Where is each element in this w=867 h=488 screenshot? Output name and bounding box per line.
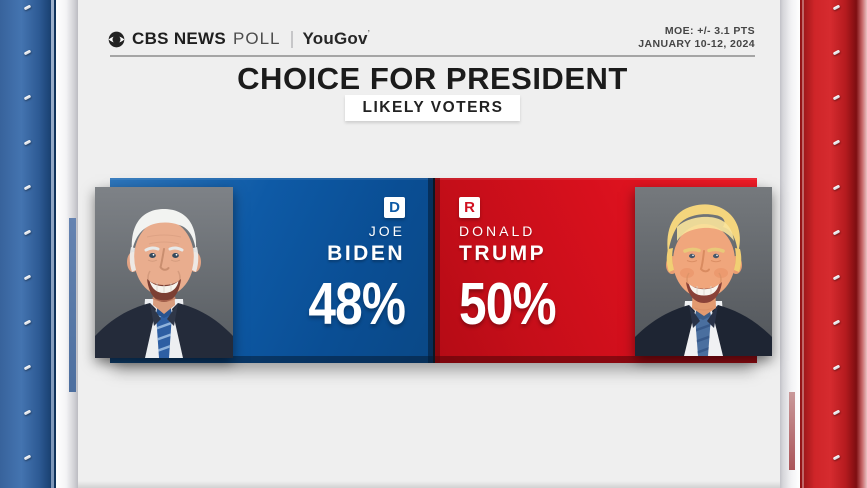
dem-candidate-block: D JOE BIDEN 48%	[290, 197, 406, 337]
candidate-first-name: JOE	[368, 223, 405, 239]
screw-icon	[832, 274, 841, 281]
moe-line: MOE: +/- 3.1 PTS	[664, 25, 755, 37]
screw-icon	[832, 229, 841, 236]
candidate-first-name: DONALD	[459, 223, 536, 239]
candidate-last-name: TRUMP	[459, 242, 547, 265]
header-logo-row: CBS NEWS POLL YouGov’	[108, 29, 370, 49]
screw-icon	[23, 409, 32, 416]
screw-icon	[23, 184, 32, 191]
screw-icon	[832, 454, 841, 461]
poll-wordmark: POLL	[233, 29, 281, 48]
rep-panel: R DONALD TRUMP 50%	[435, 178, 772, 363]
left-pillar-decor	[0, 0, 56, 488]
rep-candidate-block: R DONALD TRUMP 50%	[459, 197, 574, 337]
screw-icon	[832, 409, 841, 416]
date-line: JANUARY 10-12, 2024	[638, 37, 755, 50]
screw-icon	[832, 4, 841, 11]
bottom-shade	[78, 481, 780, 488]
screw-icon	[832, 364, 841, 371]
right-pillar-decor	[800, 0, 867, 488]
screw-icon	[23, 229, 32, 236]
screw-icon	[23, 49, 32, 56]
right-frame-band	[780, 0, 800, 488]
subtitle-row: LIKELY VOTERS	[110, 95, 755, 121]
party-badge-r: R	[459, 197, 480, 218]
candidate-percentage: 48%	[308, 271, 406, 337]
screw-icon	[832, 94, 841, 101]
cbs-eye-icon	[108, 31, 125, 47]
left-pillar-screws	[23, 4, 32, 461]
header-rule	[110, 55, 755, 57]
screw-icon	[832, 49, 841, 56]
cbs-news-wordmark: CBS NEWS	[132, 29, 227, 48]
right-pillar-screws	[832, 4, 841, 461]
biden-photo	[95, 187, 233, 358]
page-title: CHOICE FOR PRESIDENT	[237, 61, 628, 96]
yougov-wordmark: YouGov’	[302, 29, 371, 48]
screw-icon	[23, 274, 32, 281]
screw-icon	[23, 139, 32, 146]
screw-icon	[23, 319, 32, 326]
candidate-last-name: BIDEN	[327, 242, 405, 265]
moe-note: MOE: +/- 3.1 PTS JANUARY 10-12, 2024	[638, 25, 755, 50]
screw-icon	[23, 454, 32, 461]
left-accent-bar	[69, 218, 76, 392]
screw-icon	[23, 4, 32, 11]
trademark-mark: ’	[367, 29, 371, 38]
screw-icon	[832, 184, 841, 191]
screw-icon	[23, 364, 32, 371]
subtitle-badge: LIKELY VOTERS	[344, 95, 521, 121]
candidate-percentage: 50%	[459, 271, 557, 337]
screw-icon	[23, 94, 32, 101]
trump-photo	[635, 187, 772, 356]
results-card: D JOE BIDEN 48%	[95, 178, 772, 363]
screw-icon	[832, 139, 841, 146]
logo-divider	[290, 30, 293, 48]
dem-panel: D JOE BIDEN 48%	[95, 178, 433, 363]
party-badge-d: D	[384, 197, 405, 218]
screw-icon	[832, 319, 841, 326]
right-accent-bar	[789, 392, 795, 470]
